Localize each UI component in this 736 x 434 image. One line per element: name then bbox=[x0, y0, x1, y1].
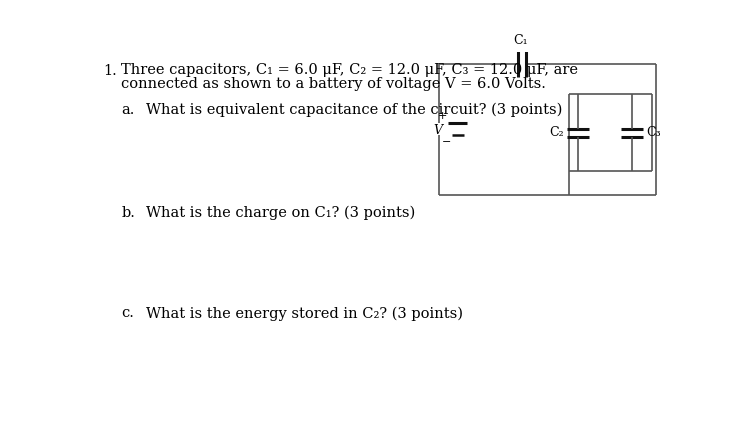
Text: c.: c. bbox=[121, 306, 135, 320]
Text: −: − bbox=[442, 137, 452, 147]
Text: C₃: C₃ bbox=[646, 126, 661, 139]
Text: connected as shown to a battery of voltage V = 6.0 Volts.: connected as shown to a battery of volta… bbox=[121, 77, 546, 91]
Text: What is equivalent capacitance of the circuit? (3 points): What is equivalent capacitance of the ci… bbox=[146, 103, 562, 117]
Text: +: + bbox=[438, 112, 447, 122]
Text: 1.: 1. bbox=[103, 64, 116, 79]
Text: What is the charge on C₁? (3 points): What is the charge on C₁? (3 points) bbox=[146, 206, 416, 220]
Text: Three capacitors, C₁ = 6.0 μF, C₂ = 12.0 μF, C₃ = 12.0 μF, are: Three capacitors, C₁ = 6.0 μF, C₂ = 12.0… bbox=[121, 63, 578, 77]
Text: What is the energy stored in C₂? (3 points): What is the energy stored in C₂? (3 poin… bbox=[146, 306, 463, 321]
Text: V: V bbox=[434, 124, 442, 137]
Text: a.: a. bbox=[121, 103, 135, 117]
Text: C₂: C₂ bbox=[549, 126, 564, 139]
Text: C₁: C₁ bbox=[513, 34, 528, 47]
Text: b.: b. bbox=[121, 206, 135, 220]
